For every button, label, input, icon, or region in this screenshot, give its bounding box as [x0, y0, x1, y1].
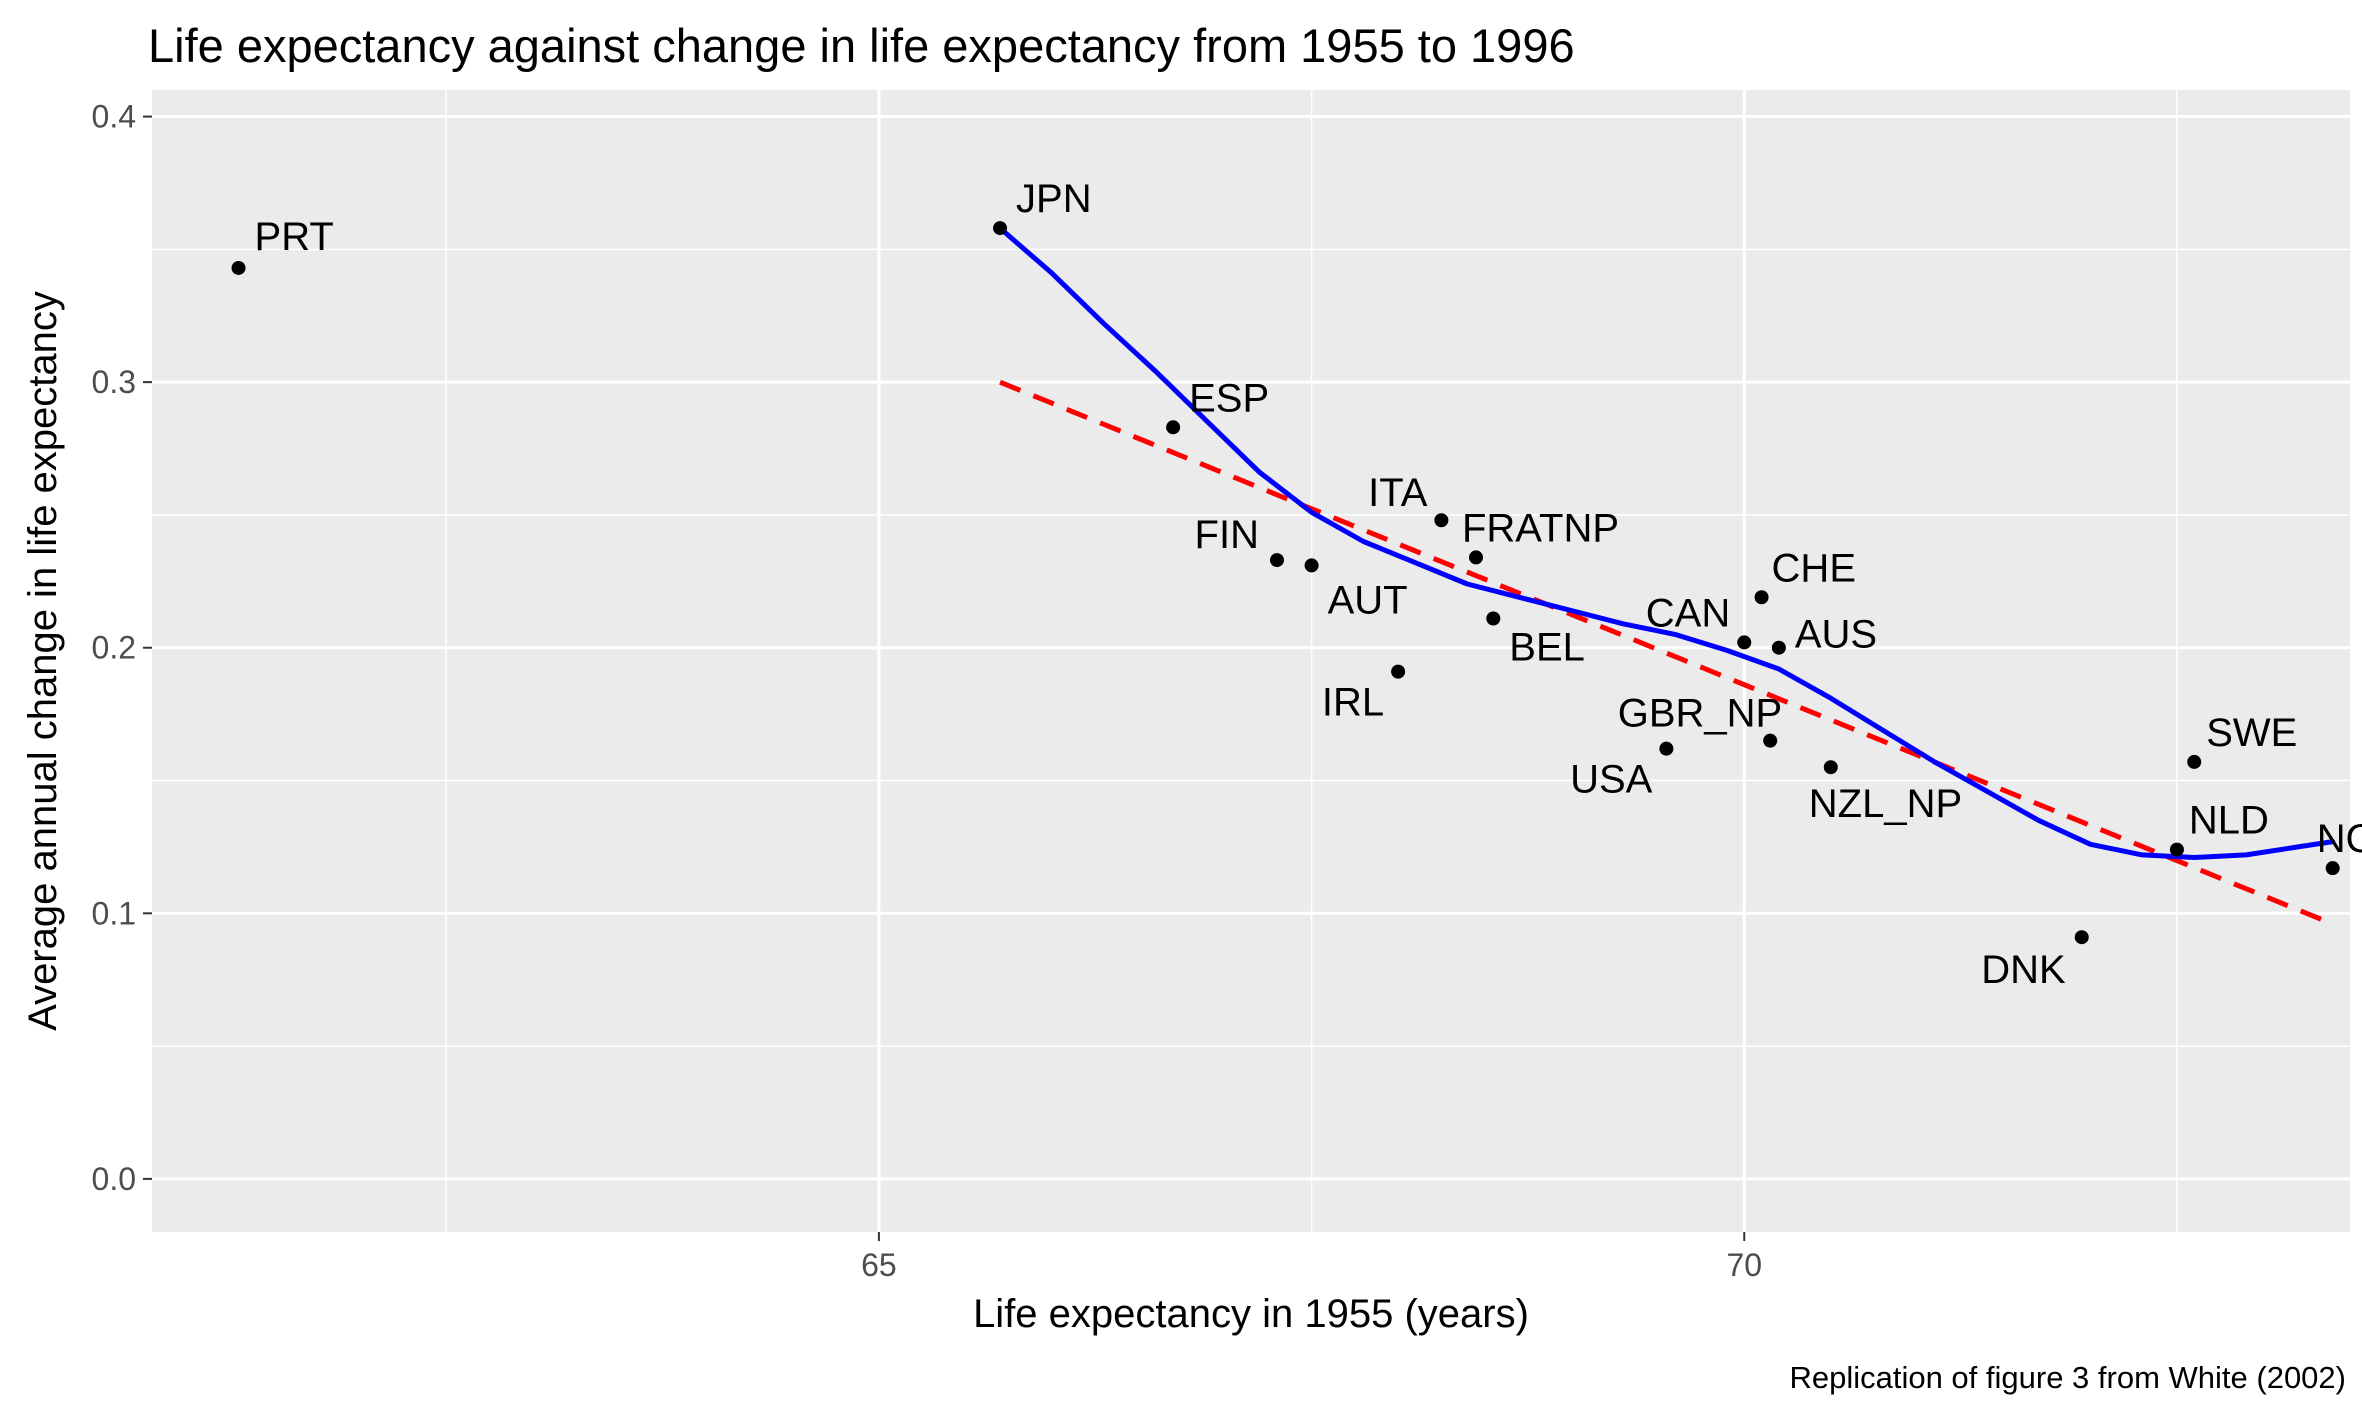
point-label-esp: ESP [1189, 376, 1269, 420]
point-label-nld: NLD [2189, 799, 2269, 843]
linear-fit-path [999, 379, 2334, 927]
x-axis-ticks: 65 70 [861, 1232, 1762, 1283]
point-label-swe: SWE [2206, 711, 2297, 755]
data-point-ita [1434, 513, 1449, 528]
point-label-fin: FIN [1195, 513, 1259, 557]
x-tick-label: 65 [861, 1247, 897, 1283]
x-tick-label: 70 [1726, 1247, 1762, 1283]
y-tick-label: 0.3 [92, 364, 136, 400]
data-point-gbr_np [1763, 733, 1778, 748]
data-point-nor [2325, 861, 2340, 876]
plot-panel [152, 90, 2350, 1232]
data-point-swe [2187, 754, 2202, 769]
chart-caption: Replication of figure 3 from White (2002… [1789, 1360, 2346, 1395]
point-label-aut: AUT [1328, 578, 1408, 622]
y-tick-label: 0.1 [92, 895, 136, 931]
data-point-fin [1269, 553, 1284, 568]
data-point-nzl_np [1823, 760, 1838, 775]
data-points [231, 221, 2340, 945]
y-axis-title: Average annual change in life expectancy [21, 291, 65, 1031]
point-label-usa: USA [1570, 758, 1653, 802]
data-point-can [1737, 635, 1752, 650]
point-label-che: CHE [1772, 546, 1856, 590]
linear-fit-line [999, 379, 2334, 927]
point-label-can: CAN [1646, 591, 1730, 635]
data-point-prt [231, 260, 246, 275]
x-axis-title: Life expectancy in 1955 (years) [973, 1292, 1529, 1336]
point-label-ita: ITA [1368, 471, 1428, 515]
y-tick-label: 0.4 [92, 99, 136, 135]
data-point-dnk [2074, 930, 2089, 945]
data-point-usa [1659, 741, 1674, 756]
data-point-fratnp [1468, 550, 1483, 565]
point-label-nzl_np: NZL_NP [1809, 782, 1962, 826]
point-label-nor: NOR [2317, 817, 2362, 861]
y-tick-label: 0.2 [92, 630, 136, 666]
point-label-prt: PRT [255, 215, 334, 259]
point-label-bel: BEL [1509, 626, 1585, 670]
data-point-aus [1771, 640, 1786, 655]
y-tick-label: 0.0 [92, 1161, 136, 1197]
point-label-fratnp: FRATNP [1462, 506, 1619, 550]
data-point-nld [2169, 842, 2184, 857]
point-label-jpn: JPN [1016, 177, 1092, 221]
smooth-curve [997, 225, 2336, 860]
data-point-esp [1166, 420, 1181, 435]
data-point-bel [1486, 611, 1501, 626]
minor-grid [152, 90, 2350, 1232]
data-point-irl [1391, 664, 1406, 679]
major-grid [152, 90, 2350, 1232]
data-point-aut [1304, 558, 1319, 573]
y-axis-ticks: 0.0 0.1 0.2 0.3 0.4 [92, 99, 152, 1197]
point-label-gbr_np: GBR_NP [1618, 692, 1783, 736]
chart-title: Life expectancy against change in life e… [148, 19, 1575, 72]
smooth-path [997, 225, 2336, 860]
point-label-dnk: DNK [1981, 948, 2066, 992]
point-label-irl: IRL [1322, 681, 1384, 725]
data-point-che [1754, 590, 1769, 605]
point-label-aus: AUS [1795, 613, 1877, 657]
data-point-jpn [993, 221, 1008, 236]
data-point-labels: PRT JPN ESP FIN AUT ITA FRATNP BEL IRL CAN CHE AUS U… [255, 177, 2362, 992]
